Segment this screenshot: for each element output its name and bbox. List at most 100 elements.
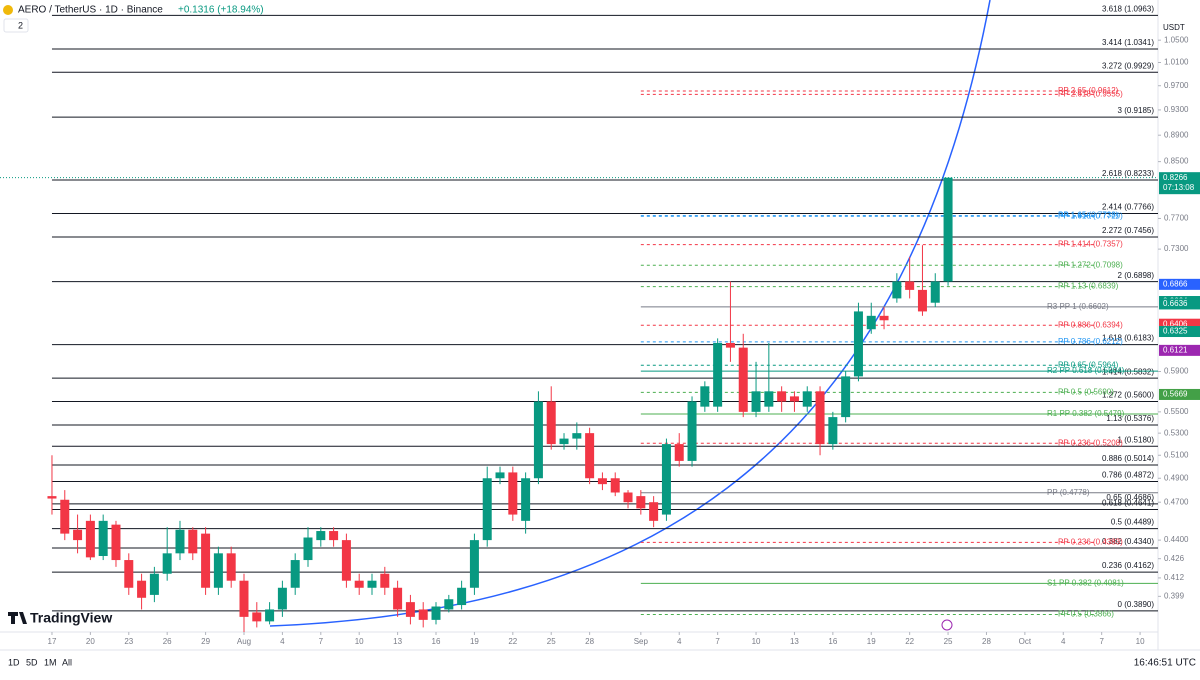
y-tick-label: 0.4700 xyxy=(1164,497,1189,506)
price-tag-label: 0.6866 xyxy=(1163,279,1188,288)
price-tag-label: 0.6636 xyxy=(1163,299,1188,308)
price-tag xyxy=(1159,326,1200,338)
candle-body xyxy=(597,478,607,485)
level-label: PP 1.13 (0.6839) xyxy=(1058,282,1119,291)
candle-body xyxy=(623,492,633,503)
brand-logo xyxy=(8,612,27,624)
x-tick-label: 7 xyxy=(715,637,720,646)
x-tick-label: 13 xyxy=(393,637,402,646)
candle-body xyxy=(73,529,83,541)
candle-body xyxy=(175,529,185,554)
candle-body xyxy=(674,444,684,461)
candle-body xyxy=(226,553,236,581)
candle-body xyxy=(265,609,275,622)
x-tick-label: 23 xyxy=(124,637,133,646)
candle-body xyxy=(764,391,774,407)
level-label: PP 1.65 (0.7738) xyxy=(1058,211,1119,220)
range-button[interactable]: 1M xyxy=(44,657,57,667)
y-tick-label: 0.9300 xyxy=(1164,105,1189,114)
level-label: PP (0.4778) xyxy=(1047,488,1090,497)
range-button[interactable]: All xyxy=(62,657,72,667)
x-tick-label: 10 xyxy=(355,637,364,646)
x-tick-label: Oct xyxy=(1019,637,1032,646)
toolbar: 1D 5D 1M All xyxy=(8,657,72,667)
candle-body xyxy=(815,391,825,445)
y-tick-label: 0.5500 xyxy=(1164,407,1189,416)
candle-body xyxy=(252,612,262,622)
x-tick-label: 19 xyxy=(867,637,876,646)
candle-body xyxy=(85,520,95,558)
candle-body xyxy=(354,580,364,588)
price-tag xyxy=(1159,298,1200,310)
candle-body xyxy=(469,540,479,588)
candle-body xyxy=(917,289,927,312)
level-label: 1.414 (0.5832) xyxy=(1102,367,1154,376)
level-label: 0.382 (0.4340) xyxy=(1102,537,1154,546)
level-label: PP 1.618 (0.7729) xyxy=(1058,211,1123,220)
y-tick-label: 0.7700 xyxy=(1164,214,1189,223)
range-button[interactable]: 5D xyxy=(26,657,38,667)
candle-body xyxy=(162,553,172,574)
price-tag xyxy=(1159,388,1200,400)
level-label: 2.272 (0.7456) xyxy=(1102,226,1154,235)
clock: 16:46:51 UTC xyxy=(1134,658,1196,669)
event-marker[interactable] xyxy=(941,619,953,631)
y-tick-label: 0.5300 xyxy=(1164,428,1189,437)
candle-body xyxy=(738,347,748,412)
candle-body xyxy=(303,537,313,561)
x-tick-label: 7 xyxy=(1099,637,1104,646)
level-label: 1.13 (0.5376) xyxy=(1106,414,1154,423)
level-label: PP 0.886 (0.6394) xyxy=(1058,320,1123,329)
range-button[interactable]: 1D xyxy=(8,657,20,667)
y-tick-label: 0.4400 xyxy=(1164,535,1189,544)
candle-body xyxy=(124,560,134,588)
level-label: 0.786 (0.4872) xyxy=(1102,471,1154,480)
candle-body xyxy=(687,401,697,461)
x-tick-label: Sep xyxy=(634,637,649,646)
x-tick-label: 19 xyxy=(470,637,479,646)
candle-body xyxy=(239,580,249,617)
x-tick-label: 13 xyxy=(790,637,799,646)
x-tick-label: 28 xyxy=(982,637,991,646)
x-tick-label: 10 xyxy=(1136,637,1145,646)
level-label: 2.414 (0.7766) xyxy=(1102,203,1154,212)
candle-body xyxy=(457,587,467,606)
x-tick-label: 25 xyxy=(547,637,556,646)
x-tick-label: 4 xyxy=(1061,637,1066,646)
y-tick-label: 0.5100 xyxy=(1164,450,1189,459)
price-tag-label: 0.6121 xyxy=(1163,345,1188,354)
price-tag xyxy=(1159,278,1200,290)
level-label: 3 (0.9185) xyxy=(1118,106,1155,115)
countdown: 07:13:08 xyxy=(1163,183,1195,192)
level-label: 0.5 (0.4489) xyxy=(1111,518,1154,527)
y-tick-label: 0.399 xyxy=(1164,591,1185,600)
x-tick-label: Aug xyxy=(237,637,251,646)
candle-body xyxy=(418,609,428,620)
level-label: 2 (0.6898) xyxy=(1118,271,1155,280)
symbol: AERO / TetherUS · 1D · Binance xyxy=(18,5,163,16)
level-label: 3.414 (1.0341) xyxy=(1102,38,1154,47)
x-tick-label: 25 xyxy=(944,637,953,646)
levels: 3.618 (1.0963) 3.414 (1.0341) 3.272 (0.992… xyxy=(51,4,1158,619)
x-tick-label: 28 xyxy=(585,637,594,646)
candle-body xyxy=(777,391,787,402)
candle-body xyxy=(725,342,735,348)
x-tick-label: 16 xyxy=(432,637,441,646)
candle-body xyxy=(649,502,659,521)
level-label: PP 0.5 (0.5690) xyxy=(1058,387,1114,396)
candle-body xyxy=(508,472,518,515)
level-label: S1 PP 0.382 (0.4081) xyxy=(1047,578,1124,587)
y-tick-label: 0.7300 xyxy=(1164,244,1189,253)
level-label: 0.618 (0.4641) xyxy=(1102,499,1154,508)
x-tick-label: 10 xyxy=(752,637,761,646)
price-tag-label: 0.8266 xyxy=(1163,173,1188,182)
candles xyxy=(47,177,953,632)
level-label: 2.618 (0.8233) xyxy=(1102,169,1154,178)
symbol-icon xyxy=(3,5,13,15)
candle-body xyxy=(495,472,505,479)
level-label: PP 0.65 (0.5964) xyxy=(1058,360,1119,369)
price-tags: 0.82660.68660.66640.66360.64060.63250.61… xyxy=(0,172,1200,400)
indicator-toggle[interactable] xyxy=(3,18,29,33)
